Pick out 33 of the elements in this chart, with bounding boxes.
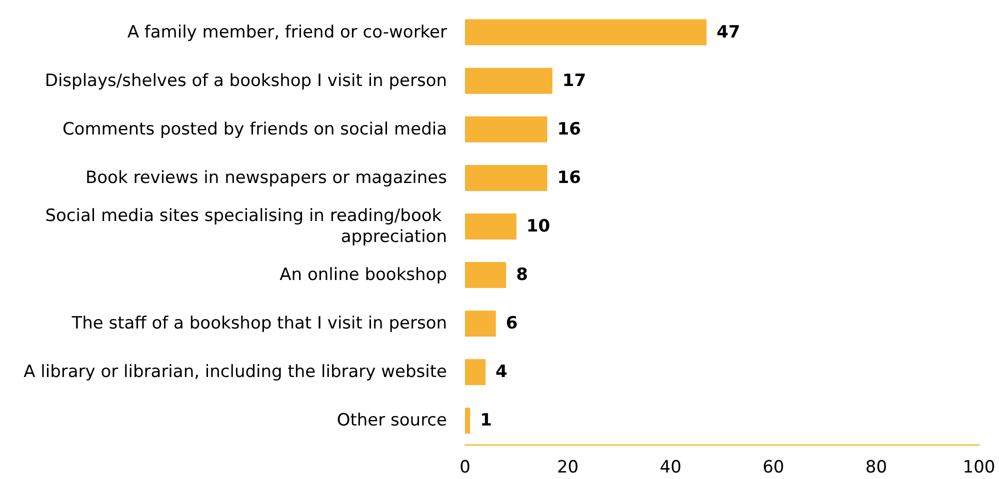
y-tick-label: The staff of a bookshop that I visit in person bbox=[70, 314, 447, 334]
bar bbox=[465, 262, 506, 288]
x-tick-label: 100 bbox=[962, 458, 996, 478]
bar bbox=[465, 214, 516, 240]
data-label: 4 bbox=[496, 362, 508, 382]
bar bbox=[465, 310, 496, 337]
y-tick-label: A family member, friend or co-worker bbox=[127, 22, 447, 42]
data-label: 6 bbox=[506, 314, 518, 334]
y-tick-label: An online bookshop bbox=[280, 265, 447, 286]
y-tick-label: Displays/shelves of a bookshop I visit in person bbox=[44, 70, 447, 91]
data-label: 1 bbox=[480, 410, 492, 431]
bar bbox=[465, 164, 548, 191]
data-label: 10 bbox=[526, 216, 550, 236]
y-tick-label: A library or librarian, including the library website bbox=[24, 362, 447, 382]
data-label: 17 bbox=[562, 70, 586, 91]
bar bbox=[465, 68, 552, 94]
x-tick-label: 80 bbox=[865, 458, 888, 478]
bar bbox=[465, 408, 470, 434]
x-tick-label: 60 bbox=[762, 458, 784, 478]
bar bbox=[465, 19, 707, 46]
data-label: 8 bbox=[516, 265, 528, 286]
y-tick-label: Social media sites specialising in reading/book appreciation bbox=[45, 206, 447, 247]
data-label: 16 bbox=[557, 168, 581, 188]
x-tick-label: 20 bbox=[556, 458, 579, 478]
y-tick-label: Other source bbox=[336, 410, 447, 431]
data-label: 16 bbox=[557, 119, 581, 140]
data-label: 47 bbox=[716, 22, 740, 42]
bar bbox=[465, 116, 548, 142]
bar bbox=[465, 359, 486, 386]
y-tick-label: Book reviews in newspapers or magazines bbox=[85, 168, 448, 188]
x-tick-label: 0 bbox=[460, 458, 470, 478]
y-tick-label: Comments posted by friends on social media bbox=[62, 119, 447, 140]
x-tick-label: 40 bbox=[660, 458, 682, 478]
